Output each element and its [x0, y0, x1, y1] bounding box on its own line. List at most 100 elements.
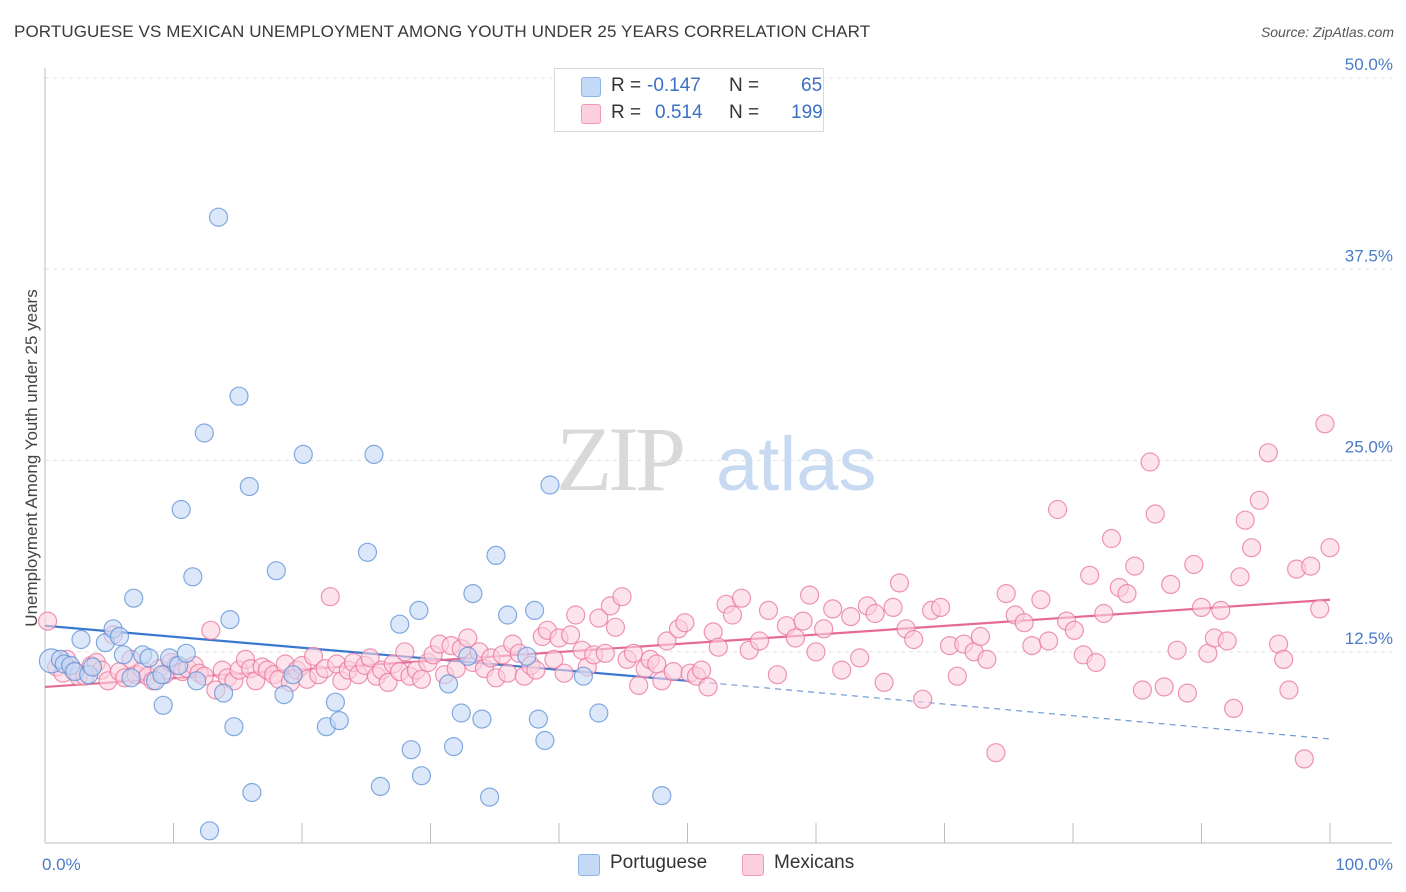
data-point-mexicans — [1294, 749, 1314, 769]
legend-r-value: -0.147 — [647, 75, 701, 96]
data-point-mexicans — [1132, 680, 1153, 700]
data-point-mexicans — [1249, 490, 1269, 510]
data-point-mexicans — [566, 605, 586, 625]
data-point-portuguese — [370, 776, 390, 797]
y-tick-label: 25.0% — [1345, 438, 1393, 457]
data-point-portuguese — [274, 684, 294, 705]
tick-labels: 12.5% 25.0% 37.5% 50.0% 0.0% 100.0% — [42, 55, 1393, 874]
data-point-mexicans — [1217, 631, 1237, 651]
data-point-portuguese — [480, 787, 500, 807]
data-point-mexicans — [1235, 510, 1255, 530]
data-point-portuguese — [472, 709, 492, 729]
data-point-portuguese — [589, 703, 609, 723]
data-point-mexicans — [1014, 613, 1034, 633]
data-point-mexicans — [1140, 452, 1160, 472]
data-point-mexicans — [1223, 698, 1244, 719]
data-point-mexicans — [1080, 565, 1100, 585]
axes — [44, 68, 1392, 844]
data-point-portuguese — [357, 542, 378, 562]
data-point-portuguese — [121, 668, 141, 688]
data-point-mexicans — [1310, 599, 1330, 619]
data-point-mexicans — [201, 620, 221, 640]
data-point-portuguese — [652, 785, 672, 806]
data-point-mexicans — [605, 617, 626, 637]
y-tick-label: 12.5% — [1345, 629, 1393, 648]
data-point-mexicans — [1211, 600, 1231, 621]
bottom-legend-swatch-portuguese — [578, 854, 600, 876]
data-point-mexicans — [560, 625, 581, 645]
data-point-mexicans — [930, 597, 951, 618]
data-point-mexicans — [1117, 583, 1137, 604]
data-point-portuguese — [224, 717, 244, 737]
data-point-mexicans — [785, 628, 806, 648]
data-point-mexicans — [395, 642, 415, 662]
data-point-mexicans — [526, 660, 546, 680]
data-point-portuguese — [325, 692, 345, 712]
data-point-mexicans — [722, 605, 743, 625]
trend-line-portuguese-extrapolated — [687, 680, 1331, 740]
data-point-mexicans — [589, 608, 609, 628]
data-point-mexicans — [986, 743, 1006, 763]
data-point-mexicans — [1154, 677, 1174, 697]
data-point-mexicans — [1184, 554, 1204, 575]
data-point-portuguese — [411, 766, 432, 786]
y-tick-label: 37.5% — [1345, 246, 1393, 265]
data-point-portuguese — [486, 545, 506, 566]
data-point-mexicans — [850, 648, 870, 668]
data-point-portuguese — [152, 665, 172, 685]
data-point-mexicans — [731, 588, 752, 608]
bottom-legend-label-mexicans: Mexicans — [774, 852, 855, 873]
data-point-portuguese — [113, 645, 134, 665]
data-points — [37, 207, 1340, 841]
data-point-portuguese — [124, 588, 144, 608]
y-tick-label: 50.0% — [1345, 55, 1393, 74]
data-point-mexicans — [1177, 683, 1198, 703]
data-point-mexicans — [647, 654, 667, 674]
data-point-portuguese — [517, 646, 537, 666]
watermark-atlas: atlas — [716, 422, 877, 507]
data-point-portuguese — [573, 666, 594, 686]
bottom-legend-swatch-mexicans — [742, 854, 764, 876]
watermark-zip: ZIP — [556, 408, 683, 510]
data-point-mexicans — [1301, 556, 1321, 576]
data-point-mexicans — [1315, 414, 1335, 434]
data-point-portuguese — [139, 648, 159, 668]
data-point-mexicans — [360, 648, 380, 668]
data-point-portuguese — [293, 444, 313, 464]
data-point-portuguese — [214, 683, 234, 703]
data-point-portuguese — [183, 567, 203, 587]
data-point-portuguese — [199, 821, 220, 841]
data-point-mexicans — [758, 600, 779, 621]
data-point-portuguese — [187, 671, 207, 691]
data-point-mexicans — [1064, 620, 1084, 640]
data-point-mexicans — [612, 587, 632, 607]
data-point-mexicans — [595, 643, 615, 663]
data-point-mexicans — [970, 626, 991, 647]
legend-swatch-mexicans — [581, 104, 601, 124]
data-point-mexicans — [1086, 652, 1106, 673]
data-point-mexicans — [832, 660, 852, 680]
data-point-portuguese — [364, 444, 384, 464]
data-point-mexicans — [663, 661, 684, 682]
data-point-portuguese — [390, 614, 410, 634]
data-point-mexicans — [1022, 635, 1042, 656]
data-point-mexicans — [657, 631, 677, 651]
data-point-portuguese — [463, 583, 483, 604]
y-axis-label: Unemployment Among Youth under 25 years — [22, 289, 41, 626]
data-point-portuguese — [535, 730, 555, 751]
data-point-mexicans — [1031, 590, 1051, 610]
data-point-mexicans — [1047, 499, 1068, 520]
data-point-portuguese — [540, 475, 560, 495]
data-point-mexicans — [698, 677, 718, 697]
data-point-mexicans — [996, 583, 1016, 604]
data-point-mexicans — [623, 643, 644, 663]
data-point-portuguese — [242, 782, 262, 803]
chart-source: Source: ZipAtlas.com — [1260, 24, 1394, 40]
data-point-portuguese — [176, 643, 196, 663]
data-point-mexicans — [947, 666, 967, 686]
data-point-mexicans — [904, 629, 924, 650]
data-point-mexicans — [874, 672, 894, 693]
data-point-mexicans — [1241, 538, 1262, 558]
data-point-portuguese — [171, 499, 191, 520]
data-point-mexicans — [1167, 640, 1187, 660]
